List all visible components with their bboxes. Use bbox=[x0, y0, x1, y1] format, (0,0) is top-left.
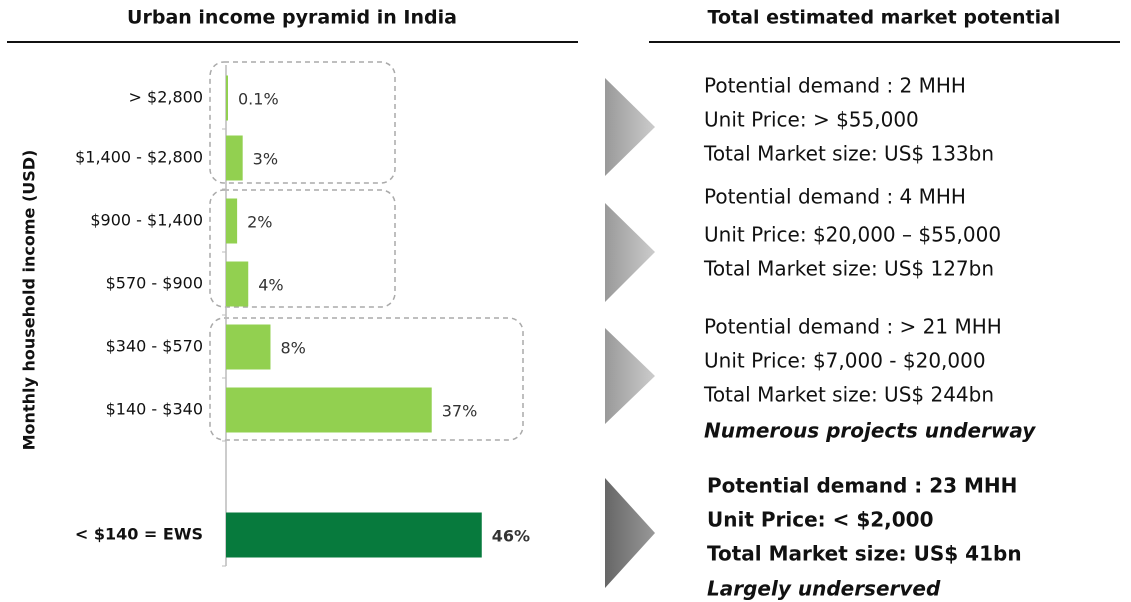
market-line: Unit Price: $7,000 - $20,000 bbox=[704, 349, 986, 373]
category-label: $900 - $1,400 bbox=[90, 211, 203, 230]
arrow bbox=[605, 203, 655, 302]
value-label: 4% bbox=[258, 276, 283, 295]
market-line: Potential demand : 4 MHH bbox=[704, 185, 966, 209]
market-line: Unit Price: > $55,000 bbox=[704, 108, 919, 132]
market-line: Largely underserved bbox=[707, 577, 941, 601]
value-label: 8% bbox=[280, 339, 305, 358]
category-label: < $140 = EWS bbox=[75, 525, 203, 544]
value-label: 3% bbox=[253, 150, 278, 169]
arrow bbox=[605, 478, 655, 588]
category-label: $340 - $570 bbox=[106, 337, 203, 356]
market-line: Unit Price: $20,000 – $55,000 bbox=[704, 223, 1001, 247]
group-box bbox=[209, 317, 524, 441]
value-label: 46% bbox=[492, 527, 530, 546]
y-axis-label: Monthly household income (USD) bbox=[20, 150, 39, 451]
group-box bbox=[209, 189, 396, 308]
market-line: Unit Price: < $2,000 bbox=[707, 508, 934, 532]
market-line: Total Market size: US$ 244bn bbox=[703, 383, 994, 407]
market-line: Total Market size: US$ 133bn bbox=[703, 142, 994, 166]
category-label: $1,400 - $2,800 bbox=[75, 148, 203, 167]
category-label: > $2,800 bbox=[129, 88, 203, 107]
bar bbox=[226, 387, 432, 433]
market-line: Numerous projects underway bbox=[704, 419, 1036, 443]
value-label: 37% bbox=[442, 402, 478, 421]
bar bbox=[226, 512, 482, 558]
market-line: Potential demand : 23 MHH bbox=[707, 474, 1017, 498]
market-line: Potential demand : 2 MHH bbox=[704, 74, 966, 98]
category-label: $570 - $900 bbox=[106, 274, 203, 293]
bar bbox=[226, 198, 238, 244]
arrow bbox=[605, 78, 655, 176]
bar bbox=[226, 261, 249, 307]
market-line: Total Market size: US$ 41bn bbox=[707, 542, 1022, 566]
market-line: Potential demand : > 21 MHH bbox=[704, 315, 1002, 339]
bar bbox=[226, 75, 228, 121]
bar bbox=[226, 324, 271, 370]
bar bbox=[226, 135, 243, 181]
market-title: Total estimated market potential bbox=[708, 7, 1061, 29]
value-label: 2% bbox=[247, 213, 272, 232]
category-label: $140 - $340 bbox=[106, 400, 203, 419]
arrow bbox=[605, 328, 655, 424]
chart-title: Urban income pyramid in India bbox=[127, 7, 457, 29]
value-label: 0.1% bbox=[238, 90, 279, 109]
group-box bbox=[209, 61, 396, 184]
market-line: Total Market size: US$ 127bn bbox=[703, 257, 994, 281]
